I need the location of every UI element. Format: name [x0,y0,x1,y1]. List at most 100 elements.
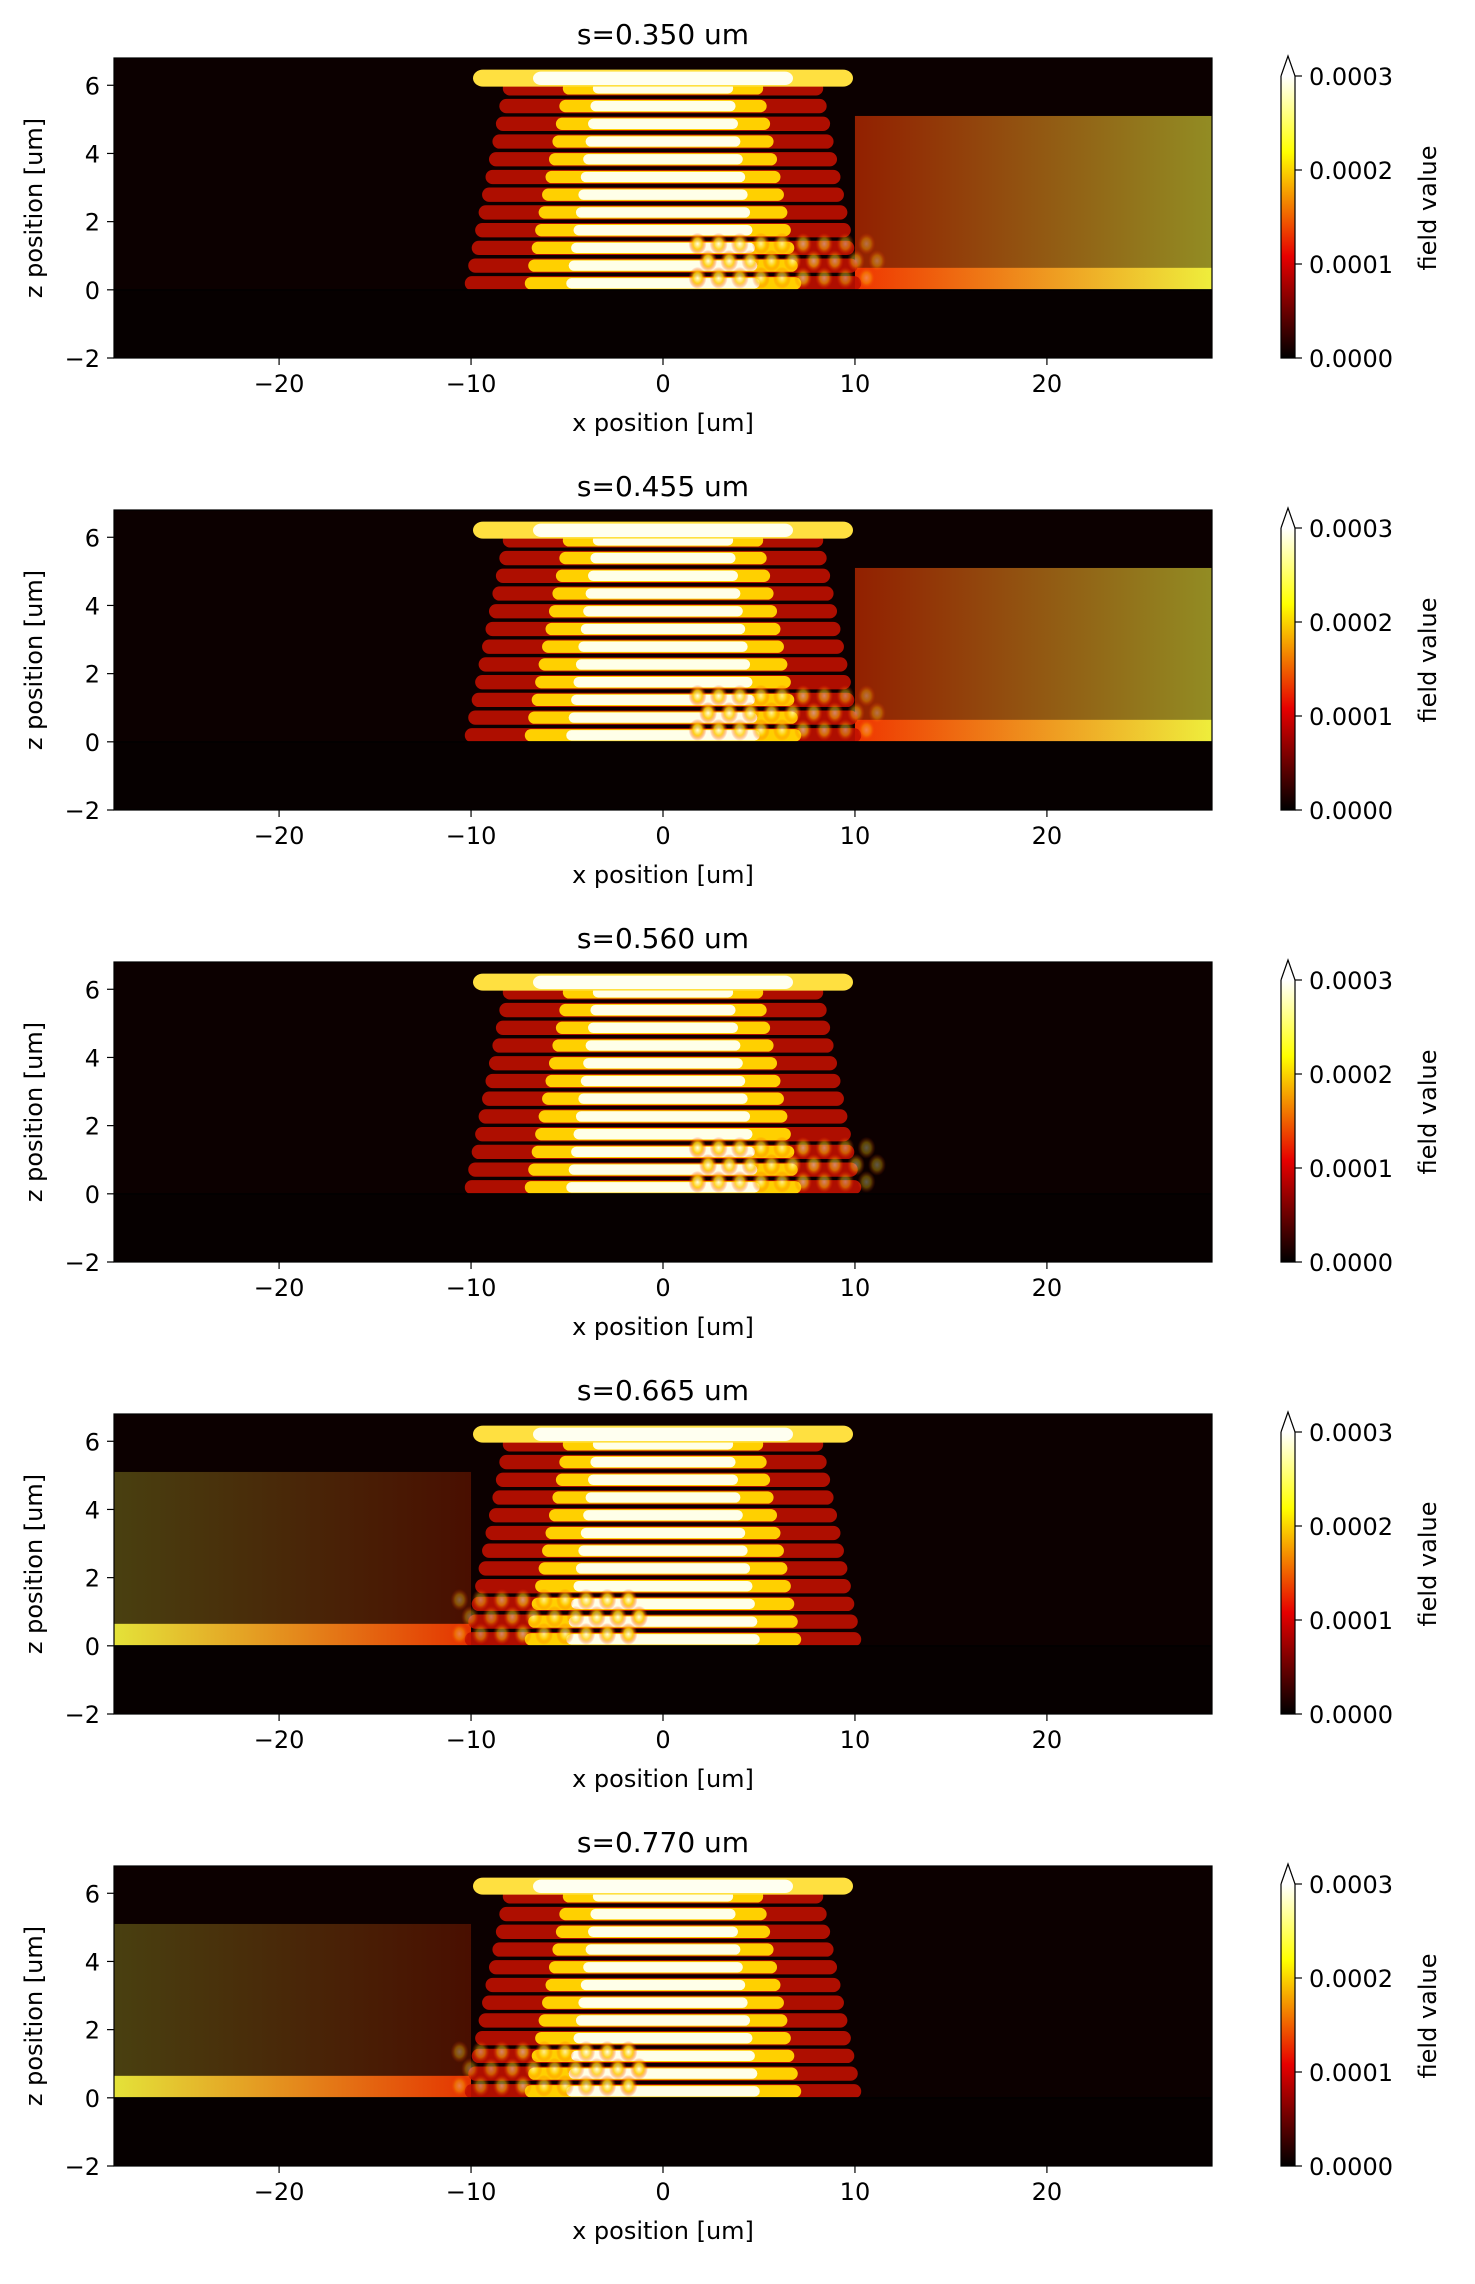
interference-blob [783,701,802,724]
x-axis-label: x position [um] [572,2217,754,2245]
interference-blob [688,718,707,741]
y-tick-label: 4 [85,1044,100,1072]
fringe-core [573,2033,753,2044]
fringe-core [578,641,748,652]
top-band-core [533,975,793,989]
y-tick-label: 2 [85,209,100,237]
surface-glow [114,1471,472,1646]
substrate-region [114,1193,1212,1262]
interference-blob [699,1153,718,1176]
x-tick-label: −10 [446,1274,497,1302]
fringe-core [590,1908,736,1920]
x-axis-label: x position [um] [572,1313,754,1341]
colorbar-tick-label: 0.0003 [1309,1871,1393,1899]
x-tick-label: 0 [655,370,670,398]
interference-blob [699,701,718,724]
y-tick-label: 2 [85,1565,100,1593]
interference-blob [556,2074,575,2097]
panel-title: s=0.560 um [577,922,749,955]
colorbar-tick-label: 0.0002 [1309,1513,1393,1541]
interference-blob [513,2040,532,2063]
y-tick-label: 4 [85,592,100,620]
fringe-core [566,2086,760,2097]
y-tick-label: 0 [85,1181,100,1209]
top-band-core [533,523,793,537]
interference-blob [534,2040,553,2063]
fringe-core [583,1510,743,1521]
interference-blob [545,1605,564,1628]
x-tick-label: −20 [254,370,305,398]
interference-blob [688,1170,707,1193]
colorbar: 0.0000 0.0001 0.0002 0.0003 field value [1280,54,1442,373]
colorbar-tick-label: 0.0000 [1309,2153,1393,2181]
y-tick-label: 0 [85,729,100,757]
fringe-core [580,1527,746,1539]
interference-blob [794,1136,813,1159]
fringe-core [573,1129,753,1140]
surface-glow [114,1923,472,2098]
heatmap-panel: s=0.665 um−20 −10 0 10 20x position [um]−202… [20,1374,1442,1793]
interference-blob [857,1136,876,1159]
fringe-core [590,552,736,564]
fringe-core [566,1634,760,1645]
interference-blob [825,249,844,272]
interference-blob [794,718,813,741]
interference-blob [471,1622,490,1645]
colorbar-frame [1280,76,1296,359]
interference-blob [545,2057,564,2080]
colorbar-label: field value [1414,146,1442,271]
substrate-region [114,289,1212,358]
interference-blob [556,1588,575,1611]
interference-blob [598,2040,617,2063]
fringe-core [588,570,738,581]
fringe-core [580,1979,746,1991]
interference-blob [598,1622,617,1645]
interference-blob [534,1588,553,1611]
colorbar: 0.0000 0.0001 0.0002 0.0003 field value [1280,1410,1442,1729]
colorbar-tick-label: 0.0001 [1309,1155,1393,1183]
interference-blob [846,249,865,272]
top-band-core [533,1427,793,1441]
interference-blob [868,701,887,724]
x-tick-label: 10 [840,1726,871,1754]
fringe-core [583,154,743,165]
interference-blob [815,266,834,289]
interference-blob [751,684,770,707]
interference-blob [492,2074,511,2097]
colorbar-gradient [1281,980,1295,1262]
fringe-core [578,1093,748,1104]
surface-glow-edge [854,267,1212,290]
fringe-core [573,1581,753,1592]
substrate-region [114,2097,1212,2166]
interference-blob [730,1136,749,1159]
interference-blob [836,718,855,741]
colorbar-tick-label: 0.0000 [1309,1701,1393,1729]
colorbar-tick-label: 0.0002 [1309,157,1393,185]
y-tick-label: 4 [85,1948,100,1976]
interference-blob [566,1605,585,1628]
interference-blob [503,2057,522,2080]
interference-blob [513,1622,532,1645]
interference-blob [556,2040,575,2063]
interference-blob [688,684,707,707]
x-tick-label: 20 [1032,370,1063,398]
colorbar-extend-arrow [1280,54,1296,77]
y-tick-label: 0 [85,1633,100,1661]
interference-blob [825,701,844,724]
fringe-core [588,1474,738,1485]
interference-blob [720,1153,739,1176]
interference-blob [461,2057,480,2080]
interference-blob [868,249,887,272]
interference-blob [482,2057,501,2080]
panel-title: s=0.455 um [577,470,749,503]
fringe-core [578,1997,748,2008]
interference-blob [450,2040,469,2063]
y-tick-label: −2 [65,1249,100,1277]
interference-blob [598,2074,617,2097]
interference-blob [587,1605,606,1628]
fringe-core [580,623,746,635]
colorbar-tick-label: 0.0002 [1309,1965,1393,1993]
interference-blob [630,2057,649,2080]
interference-blob [762,701,781,724]
colorbar-frame [1280,528,1296,811]
